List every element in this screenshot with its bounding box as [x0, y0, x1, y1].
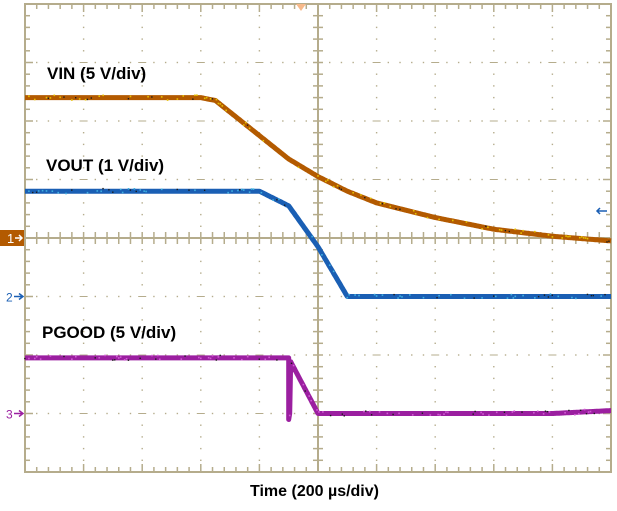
vin-trace [23, 94, 613, 244]
channel-2-marker: 2 [6, 291, 25, 305]
channel-3-marker: 3 [6, 408, 25, 422]
trigger-position-icon [296, 4, 306, 11]
channel-markers: 1 2 3 [0, 4, 607, 422]
svg-text:2: 2 [6, 291, 13, 305]
traces [23, 94, 613, 422]
channel-1-marker: 1 [0, 230, 24, 246]
x-axis-label: Time (200 µs/div) [250, 483, 379, 500]
svg-text:1: 1 [7, 231, 14, 246]
pgood-trace [23, 354, 613, 422]
vout-label: VOUT (1 V/div) [46, 156, 165, 175]
vin-label: VIN (5 V/div) [47, 64, 147, 83]
svg-text:3: 3 [6, 408, 13, 422]
pgood-label: PGOOD (5 V/div) [42, 323, 177, 342]
vout-trace [23, 187, 613, 300]
trigger-level-arrow-icon [595, 207, 607, 215]
